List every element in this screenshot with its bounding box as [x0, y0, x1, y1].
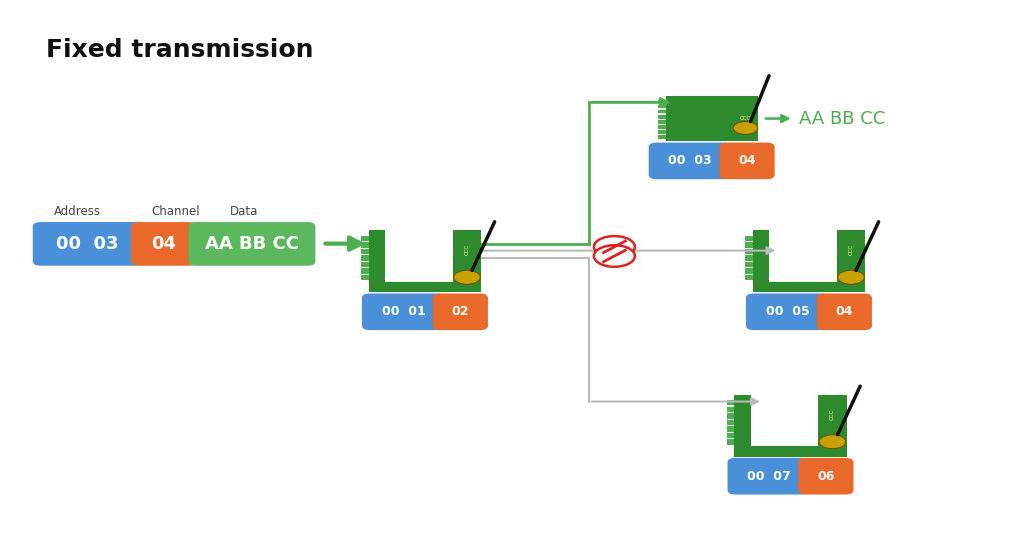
Text: 04: 04	[152, 235, 176, 253]
FancyBboxPatch shape	[719, 142, 774, 179]
Text: 00  03: 00 03	[55, 235, 119, 253]
FancyBboxPatch shape	[727, 420, 734, 425]
FancyBboxPatch shape	[361, 242, 369, 247]
FancyBboxPatch shape	[658, 115, 666, 119]
FancyBboxPatch shape	[745, 236, 753, 241]
FancyBboxPatch shape	[658, 135, 666, 139]
FancyBboxPatch shape	[658, 130, 666, 134]
Text: 00  05: 00 05	[766, 305, 809, 319]
FancyBboxPatch shape	[361, 268, 369, 274]
Text: CCC: CCC	[739, 116, 751, 121]
Text: CCC: CCC	[849, 244, 853, 255]
FancyBboxPatch shape	[131, 222, 197, 266]
Text: 06: 06	[817, 469, 835, 483]
FancyBboxPatch shape	[658, 100, 666, 103]
Circle shape	[594, 245, 635, 267]
Text: 00  07: 00 07	[748, 469, 791, 483]
FancyBboxPatch shape	[817, 293, 872, 330]
FancyBboxPatch shape	[799, 458, 854, 495]
FancyBboxPatch shape	[369, 231, 385, 292]
FancyBboxPatch shape	[727, 458, 811, 495]
FancyBboxPatch shape	[727, 406, 734, 412]
Text: 00  01: 00 01	[382, 305, 425, 319]
FancyBboxPatch shape	[818, 395, 847, 457]
FancyBboxPatch shape	[666, 96, 758, 141]
FancyBboxPatch shape	[649, 142, 731, 179]
FancyBboxPatch shape	[727, 433, 734, 438]
FancyBboxPatch shape	[745, 262, 753, 267]
FancyBboxPatch shape	[362, 293, 444, 330]
Circle shape	[454, 270, 480, 285]
FancyBboxPatch shape	[658, 120, 666, 123]
Text: Data: Data	[229, 205, 258, 218]
FancyBboxPatch shape	[734, 446, 847, 457]
Text: 04: 04	[738, 154, 756, 168]
FancyBboxPatch shape	[727, 426, 734, 432]
FancyBboxPatch shape	[658, 110, 666, 114]
FancyBboxPatch shape	[745, 293, 829, 330]
FancyBboxPatch shape	[33, 222, 141, 266]
Circle shape	[594, 236, 635, 258]
FancyBboxPatch shape	[361, 275, 369, 280]
FancyBboxPatch shape	[745, 242, 753, 247]
Circle shape	[733, 121, 758, 135]
Circle shape	[838, 270, 864, 285]
FancyBboxPatch shape	[453, 231, 481, 292]
FancyBboxPatch shape	[837, 231, 865, 292]
Text: AA BB CC: AA BB CC	[799, 109, 885, 128]
FancyBboxPatch shape	[361, 255, 369, 261]
FancyBboxPatch shape	[188, 222, 315, 266]
FancyBboxPatch shape	[658, 105, 666, 108]
FancyBboxPatch shape	[727, 413, 734, 418]
Text: 02: 02	[452, 305, 469, 319]
FancyBboxPatch shape	[727, 439, 734, 445]
FancyBboxPatch shape	[432, 293, 487, 330]
Text: CCC: CCC	[830, 409, 835, 419]
FancyBboxPatch shape	[745, 248, 753, 254]
FancyBboxPatch shape	[734, 395, 751, 457]
Text: Fixed transmission: Fixed transmission	[46, 38, 313, 62]
Text: Channel: Channel	[152, 205, 200, 218]
FancyBboxPatch shape	[369, 281, 481, 292]
FancyBboxPatch shape	[753, 281, 865, 292]
Text: AA BB CC: AA BB CC	[205, 235, 299, 253]
FancyBboxPatch shape	[745, 275, 753, 280]
FancyBboxPatch shape	[658, 125, 666, 129]
Circle shape	[819, 434, 846, 448]
Text: Address: Address	[54, 205, 101, 218]
FancyBboxPatch shape	[745, 255, 753, 261]
FancyBboxPatch shape	[361, 236, 369, 241]
Text: CCC: CCC	[465, 244, 469, 255]
FancyBboxPatch shape	[753, 231, 769, 292]
FancyBboxPatch shape	[361, 248, 369, 254]
Text: 04: 04	[836, 305, 853, 319]
FancyBboxPatch shape	[727, 400, 734, 405]
FancyBboxPatch shape	[745, 268, 753, 274]
Text: 00  03: 00 03	[669, 154, 712, 168]
FancyBboxPatch shape	[361, 262, 369, 267]
